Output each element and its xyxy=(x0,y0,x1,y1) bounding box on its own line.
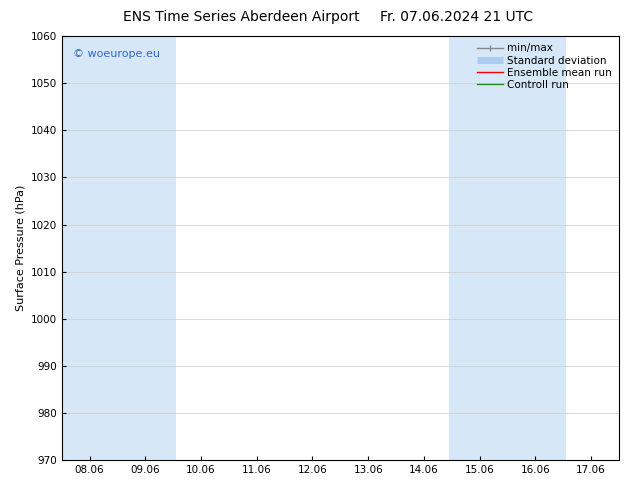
Y-axis label: Surface Pressure (hPa): Surface Pressure (hPa) xyxy=(15,185,25,311)
Text: © woeurope.eu: © woeurope.eu xyxy=(73,49,160,59)
Bar xyxy=(59,36,120,460)
Text: ENS Time Series Aberdeen Airport: ENS Time Series Aberdeen Airport xyxy=(122,10,359,24)
Bar xyxy=(449,36,510,460)
Bar xyxy=(115,36,176,460)
Text: Fr. 07.06.2024 21 UTC: Fr. 07.06.2024 21 UTC xyxy=(380,10,533,24)
Legend: min/max, Standard deviation, Ensemble mean run, Controll run: min/max, Standard deviation, Ensemble me… xyxy=(472,39,616,94)
Bar xyxy=(505,36,566,460)
